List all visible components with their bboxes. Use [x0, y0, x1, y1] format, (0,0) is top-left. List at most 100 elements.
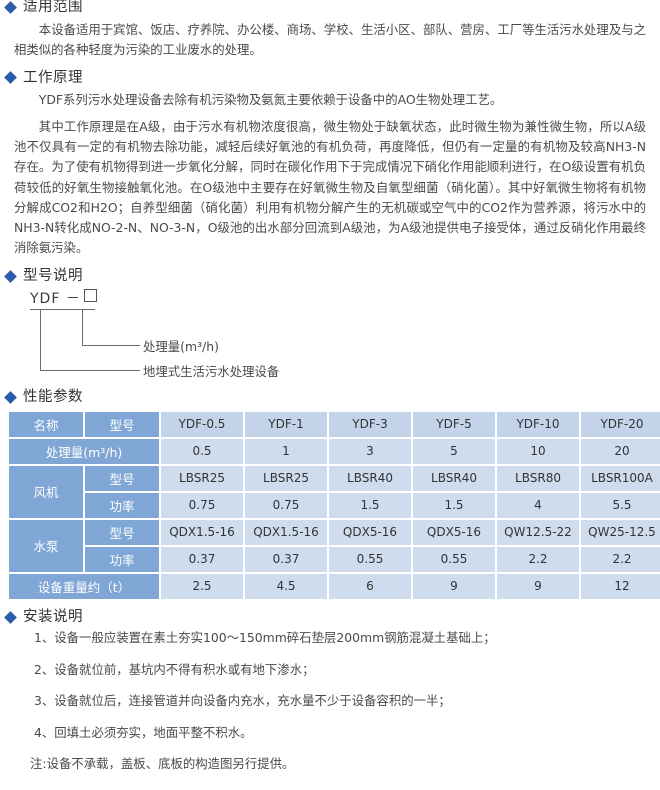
header-cell-model-5: YDF-20 — [581, 411, 660, 437]
section-model: 型号说明 YDF － 处理量(m³/h) 地埋式生活污水处理设备 — [0, 269, 660, 384]
row-label-pump-model: 型号 — [85, 519, 159, 545]
model-code-placeholder-box — [83, 289, 97, 303]
diamond-bullet-icon — [4, 391, 17, 405]
cell-blower-model-4: LBSR80 — [497, 465, 579, 491]
list-item: 2、设备就位前，基坑内不得有积水或有地下渗水； — [34, 661, 315, 677]
header-cell-model-3: YDF-5 — [413, 411, 495, 437]
section-heading-scope: 适用范围 — [4, 0, 660, 15]
cell-pump-power-1: 0.37 — [245, 546, 327, 572]
cell-pump-power-3: 0.55 — [413, 546, 495, 572]
principle-paragraph-2: 其中工作原理是在A级，由于污水有机物浓度很高，微生物处于缺氧状态，此时微生物为兼… — [14, 119, 646, 255]
section-title-installation: 安装说明 — [23, 608, 83, 625]
row-label-blower-model: 型号 — [85, 465, 159, 491]
diamond-bullet-icon — [4, 0, 17, 14]
model-code-text: YDF － — [30, 288, 97, 308]
cell-weight-3: 9 — [413, 573, 495, 599]
leader-label-capacity: 处理量(m³/h) — [143, 339, 219, 355]
table-header-row: 名称 型号 YDF-0.5 YDF-1 YDF-3 YDF-5 YDF-10 Y… — [9, 411, 660, 437]
leader-line-capacity-run2 — [82, 345, 134, 347]
cell-blower-power-3: 1.5 — [413, 492, 495, 518]
leader-line-product-horizontal — [40, 370, 140, 372]
cell-capacity-5: 20 — [581, 438, 660, 464]
model-code-prefix: YDF － — [30, 291, 81, 308]
table-row-pump-model: 水泵 型号 QDX1.5-16 QDX1.5-16 QDX5-16 QDX5-1… — [9, 519, 660, 572]
cell-capacity-3: 5 — [413, 438, 495, 464]
cell-blower-model-0: LBSR25 — [161, 465, 243, 491]
section-title-parameters: 性能参数 — [23, 389, 83, 406]
cell-pump-power-5: 2.2 — [581, 546, 660, 572]
diamond-bullet-icon — [4, 71, 17, 85]
row-label-pump-power: 功率 — [85, 546, 159, 572]
row-label-weight: 设备重量约（t） — [9, 573, 159, 599]
header-cell-model-2: YDF-3 — [329, 411, 411, 437]
section-parameters: 性能参数 名称 型号 YDF-0.5 YDF-1 YDF — [0, 390, 660, 601]
model-code-diagram: YDF － 处理量(m³/h) 地埋式生活污水处理设备 — [0, 288, 660, 383]
list-item: 4、回填土必须夯实，地面平整不积水。 — [34, 724, 253, 740]
header-cell-name: 名称 — [9, 411, 83, 437]
leader-line-product-vertical — [40, 309, 41, 372]
cell-blower-power-1: 0.75 — [245, 492, 327, 518]
cell-pump-power-0: 0.37 — [161, 546, 243, 572]
list-item: 3、设备就位后，连接管道并向设备内充水，充水量不少于设备容积的一半； — [34, 693, 451, 709]
cell-capacity-2: 3 — [329, 438, 411, 464]
cell-blower-model-1: LBSR25 — [245, 465, 327, 491]
section-title-scope: 适用范围 — [23, 0, 83, 15]
cell-weight-0: 2.5 — [161, 573, 243, 599]
cell-blower-power-0: 0.75 — [161, 492, 243, 518]
cell-weight-2: 6 — [329, 573, 411, 599]
header-cell-model-0: YDF-0.5 — [161, 411, 243, 437]
header-cell-model: 型号 — [85, 411, 159, 437]
table-row-blower-model: 风机 型号 LBSR25 LBSR25 LBSR40 LBSR40 LBSR80… — [9, 465, 660, 518]
cell-weight-5: 12 — [581, 573, 660, 599]
cell-pump-power-4: 2.2 — [497, 546, 579, 572]
section-installation: 安装说明 1、设备一般应装置在素土夯实100～150mm碎石垫层200mm钢筋混… — [0, 610, 660, 772]
group-label-blower: 风机 — [9, 465, 83, 518]
header-cell-model-1: YDF-1 — [245, 411, 327, 437]
cell-blower-power-2: 1.5 — [329, 492, 411, 518]
cell-pump-power-2: 0.55 — [329, 546, 411, 572]
leader-line-capacity-vertical — [82, 309, 83, 347]
header-cell-model-4: YDF-10 — [497, 411, 579, 437]
section-heading-principle: 工作原理 — [4, 69, 660, 86]
cell-pump-model-2: QDX5-16 — [329, 519, 411, 545]
section-scope: 适用范围 本设备适用于宾馆、饭店、疗养院、办公楼、商场、学校、生活小区、部队、营… — [0, 0, 660, 60]
row-label-capacity: 处理量(m³/h) — [9, 438, 159, 464]
group-label-pump: 水泵 — [9, 519, 83, 572]
table-row-weight: 设备重量约（t） 2.5 4.5 6 9 9 12 — [9, 573, 660, 599]
list-item: 1、设备一般应装置在素土夯实100～150mm碎石垫层200mm钢筋混凝土基础上… — [34, 630, 496, 646]
model-code-underline — [30, 309, 95, 311]
section-principle: 工作原理 YDF系列污水处理设备去除有机污染物及氨氮主要依赖于设备中的AO生物处… — [0, 71, 660, 258]
installation-note: 注:设备不承载，盖板、底板的构造图另行提供。 — [30, 755, 295, 771]
cell-blower-model-5: LBSR100A — [581, 465, 660, 491]
section-heading-model: 型号说明 — [4, 267, 660, 284]
cell-capacity-1: 1 — [245, 438, 327, 464]
cell-pump-model-5: QW25-12.5 — [581, 519, 660, 545]
section-heading-parameters: 性能参数 — [4, 389, 660, 406]
section-heading-installation: 安装说明 — [4, 608, 660, 625]
table-row-capacity: 处理量(m³/h) 0.5 1 3 5 10 20 — [9, 438, 660, 464]
cell-weight-1: 4.5 — [245, 573, 327, 599]
diamond-bullet-icon — [4, 610, 17, 624]
principle-paragraph-1: YDF系列污水处理设备去除有机污染物及氨氮主要依赖于设备中的AO生物处理工艺。 — [38, 92, 503, 108]
table-row-pump-power: 功率 0.37 0.37 0.55 0.55 2.2 2.2 — [9, 546, 660, 572]
cell-blower-power-4: 4 — [497, 492, 579, 518]
cell-blower-model-3: LBSR40 — [413, 465, 495, 491]
diamond-bullet-icon — [4, 269, 17, 283]
cell-weight-4: 9 — [497, 573, 579, 599]
leader-label-product: 地埋式生活污水处理设备 — [143, 364, 280, 380]
cell-blower-power-5: 5.5 — [581, 492, 660, 518]
cell-capacity-4: 10 — [497, 438, 579, 464]
section-title-principle: 工作原理 — [23, 69, 83, 86]
cell-pump-model-4: QW12.5-22 — [497, 519, 579, 545]
performance-parameters-table: 名称 型号 YDF-0.5 YDF-1 YDF-3 YDF-5 YDF-10 Y… — [7, 410, 660, 601]
scope-paragraph: 本设备适用于宾馆、饭店、疗养院、办公楼、商场、学校、生活小区、部队、营房、工厂等… — [14, 21, 646, 57]
leader-line-capacity-tail — [113, 345, 140, 347]
cell-pump-model-3: QDX5-16 — [413, 519, 495, 545]
row-label-blower-power: 功率 — [85, 492, 159, 518]
cell-capacity-0: 0.5 — [161, 438, 243, 464]
table-row-blower-power: 功率 0.75 0.75 1.5 1.5 4 5.5 — [9, 492, 660, 518]
section-title-model: 型号说明 — [23, 267, 83, 284]
cell-pump-model-0: QDX1.5-16 — [161, 519, 243, 545]
installation-steps-list: 1、设备一般应装置在素土夯实100～150mm碎石垫层200mm钢筋混凝土基础上… — [0, 629, 660, 740]
